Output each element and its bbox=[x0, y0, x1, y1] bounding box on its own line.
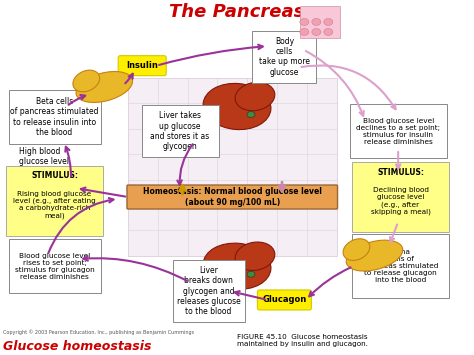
Ellipse shape bbox=[324, 28, 333, 36]
FancyBboxPatch shape bbox=[9, 239, 100, 293]
Ellipse shape bbox=[235, 242, 275, 271]
Text: Blood glucose level
declines to a set point;
stimulus for insulin
release dimini: Blood glucose level declines to a set po… bbox=[356, 118, 440, 145]
Text: STIMULUS:: STIMULUS: bbox=[377, 168, 424, 176]
Ellipse shape bbox=[247, 111, 255, 118]
Text: Insulin: Insulin bbox=[126, 61, 158, 70]
Text: Glucose homeostasis: Glucose homeostasis bbox=[3, 340, 152, 353]
FancyBboxPatch shape bbox=[350, 104, 447, 158]
Ellipse shape bbox=[76, 71, 133, 103]
Ellipse shape bbox=[73, 70, 100, 92]
Text: High blood
glucose level: High blood glucose level bbox=[19, 147, 69, 166]
FancyBboxPatch shape bbox=[173, 260, 245, 322]
Text: Blood glucose level
rises to set point;
stimulus for glucagon
release diminishes: Blood glucose level rises to set point; … bbox=[15, 253, 94, 280]
Ellipse shape bbox=[235, 82, 275, 111]
Text: Alpha
cells of
pancreas stimulated
to release glucagon
into the blood: Alpha cells of pancreas stimulated to re… bbox=[363, 249, 438, 283]
FancyBboxPatch shape bbox=[352, 162, 449, 232]
FancyBboxPatch shape bbox=[127, 185, 337, 209]
Text: Rising blood glucose
level (e.g., after eating
a carbohydrate-rich
meal): Rising blood glucose level (e.g., after … bbox=[13, 191, 96, 219]
FancyBboxPatch shape bbox=[118, 56, 166, 76]
Ellipse shape bbox=[312, 28, 321, 36]
FancyBboxPatch shape bbox=[352, 234, 449, 298]
FancyBboxPatch shape bbox=[300, 6, 340, 38]
Text: STIMULUS:: STIMULUS: bbox=[31, 171, 78, 180]
Text: The Pancreas: The Pancreas bbox=[169, 4, 305, 21]
Bar bbox=[128, 78, 337, 256]
FancyBboxPatch shape bbox=[9, 90, 100, 144]
Ellipse shape bbox=[203, 243, 271, 289]
Ellipse shape bbox=[300, 18, 309, 26]
Text: Liver
breaks down
glycogen and
releases glucose
to the blood: Liver breaks down glycogen and releases … bbox=[177, 266, 240, 316]
Ellipse shape bbox=[300, 28, 309, 36]
Ellipse shape bbox=[346, 240, 403, 271]
Text: Beta cells
of pancreas stimulated
to release insulin into
the blood: Beta cells of pancreas stimulated to rel… bbox=[10, 97, 99, 137]
Ellipse shape bbox=[203, 83, 271, 130]
FancyBboxPatch shape bbox=[252, 31, 317, 83]
Text: Declining blood
glucose level
(e.g., after
skipping a meal): Declining blood glucose level (e.g., aft… bbox=[371, 187, 430, 215]
Text: Body
cells
take up more
glucose: Body cells take up more glucose bbox=[259, 37, 310, 77]
FancyBboxPatch shape bbox=[6, 165, 103, 236]
Text: Glucagon: Glucagon bbox=[262, 295, 307, 305]
Ellipse shape bbox=[343, 239, 370, 261]
Ellipse shape bbox=[324, 18, 333, 26]
Text: Homeostasis: Normal blood glucose level
(about 90 mg/100 mL): Homeostasis: Normal blood glucose level … bbox=[143, 187, 322, 207]
Text: Copyright © 2003 Pearson Education, Inc., publishing as Benjamin Cummings: Copyright © 2003 Pearson Education, Inc.… bbox=[3, 329, 194, 335]
Ellipse shape bbox=[247, 271, 255, 277]
Text: Liver takes
up glucose
and stores it as
glycogen: Liver takes up glucose and stores it as … bbox=[150, 111, 210, 152]
Ellipse shape bbox=[312, 18, 321, 26]
FancyBboxPatch shape bbox=[257, 290, 311, 310]
FancyBboxPatch shape bbox=[142, 105, 219, 157]
Text: FIGURE 45.10  Glucose homeostasis
maintained by insulin and glucagon.: FIGURE 45.10 Glucose homeostasis maintai… bbox=[237, 334, 368, 347]
